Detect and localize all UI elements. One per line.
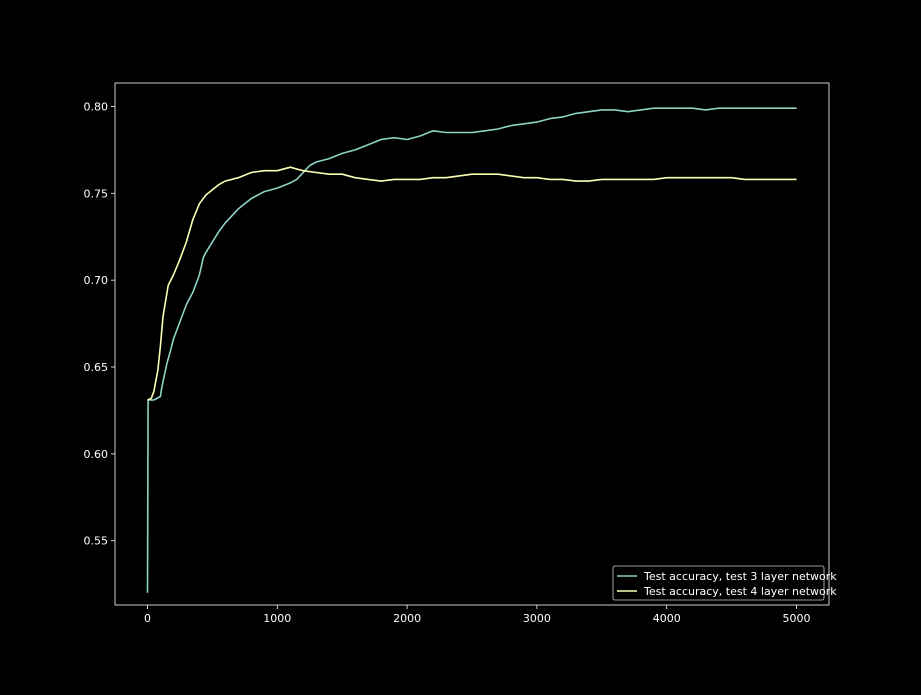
x-tick-label: 1000 bbox=[263, 612, 291, 625]
series-line-2 bbox=[147, 166, 797, 401]
legend-label-2: Test accuracy, test 4 layer network bbox=[643, 585, 837, 598]
y-tick-label: 0.55 bbox=[84, 535, 109, 548]
y-tick-label: 0.65 bbox=[84, 361, 109, 374]
y-tick-label: 0.75 bbox=[84, 187, 109, 200]
x-axis: 0 1000 2000 3000 4000 5000 bbox=[144, 605, 811, 625]
series-line-1 bbox=[146, 107, 797, 593]
x-tick-label: 4000 bbox=[653, 612, 681, 625]
plot-lines bbox=[146, 107, 797, 593]
x-tick-label: 0 bbox=[144, 612, 151, 625]
y-tick-label: 0.80 bbox=[84, 100, 109, 113]
x-tick-label: 2000 bbox=[393, 612, 421, 625]
legend-box bbox=[612, 565, 825, 601]
x-tick-label: 3000 bbox=[523, 612, 551, 625]
legend-label-1: Test accuracy, test 3 layer network bbox=[643, 570, 837, 583]
legend: Test accuracy, test 3 layer network Test … bbox=[612, 565, 837, 601]
x-tick-label: 5000 bbox=[783, 612, 811, 625]
axes-frame bbox=[114, 82, 830, 606]
y-tick-label: 0.60 bbox=[84, 448, 109, 461]
y-axis: 0.55 0.60 0.65 0.70 0.75 0.80 bbox=[84, 100, 115, 548]
y-tick-label: 0.70 bbox=[84, 274, 109, 287]
